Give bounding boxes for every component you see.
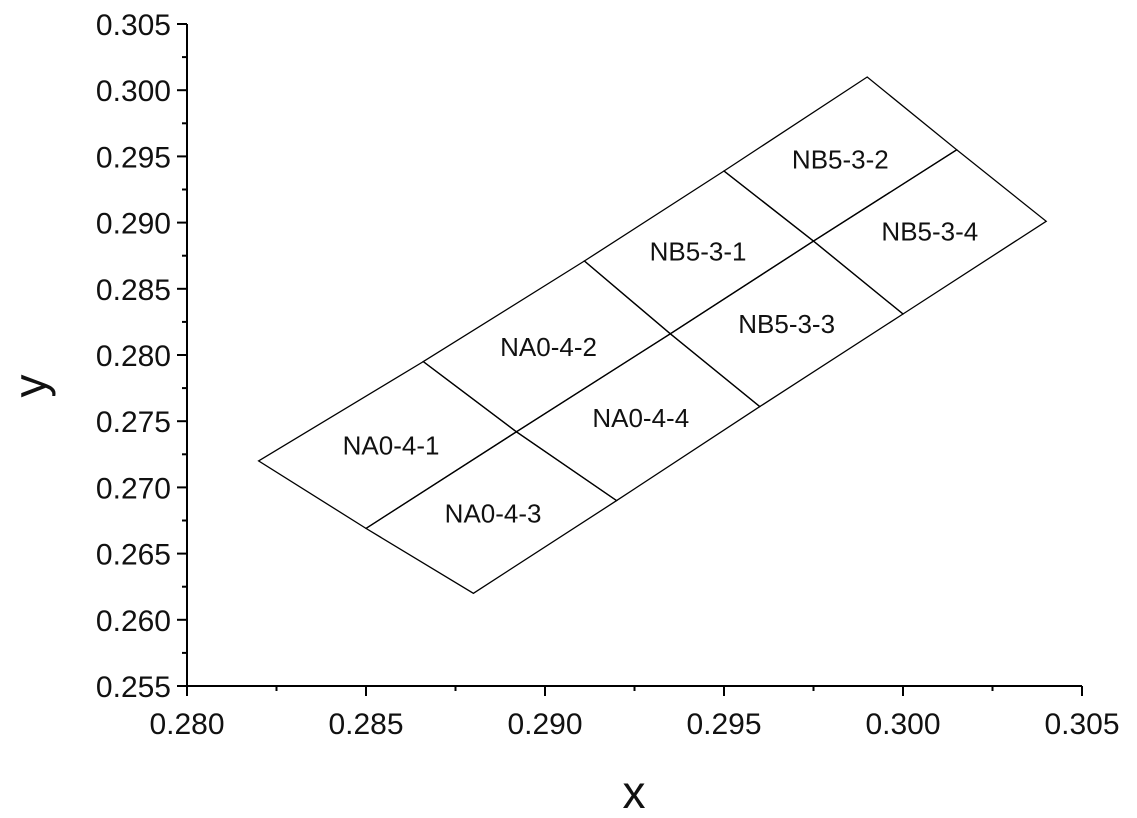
x-ticks: 0.280 0.285 0.290 0.295 0.300 0.305 [149,686,1120,741]
y-tick-label: 0.290 [96,208,171,241]
y-axis-title: y [4,375,56,398]
x-tick-label: 0.295 [686,708,761,741]
x-axis-title: x [623,766,646,818]
x-tick-label: 0.290 [507,708,582,741]
y-tick-label: 0.265 [96,539,171,572]
bin-label: NA0-4-4 [592,403,689,433]
y-tick-label: 0.295 [96,141,171,174]
bin-label: NB5-3-4 [881,217,978,247]
x-tick-label: 0.280 [149,708,224,741]
bin-label: NB5-3-3 [738,309,835,339]
bin-nb5-3-4 [812,149,1048,315]
axes [186,24,1082,687]
y-tick-label: 0.305 [96,9,171,42]
bin-label: NB5-3-1 [650,237,747,267]
bin-label: NB5-3-2 [792,145,889,175]
bin-label: NA0-4-3 [445,499,542,529]
y-tick-label: 0.300 [96,75,171,108]
y-tick-label: 0.260 [96,605,171,638]
x-tick-label: 0.305 [1044,708,1119,741]
y-tick-label: 0.255 [96,671,171,704]
y-ticks: 0.255 0.260 0.265 0.270 0.275 0.280 0.285 0.290… [96,9,187,704]
x-tick-label: 0.300 [865,708,940,741]
y-tick-label: 0.285 [96,274,171,307]
bin-label: NA0-4-1 [343,431,440,461]
bin-label: NA0-4-2 [500,332,597,362]
y-tick-label: 0.275 [96,406,171,439]
x-tick-label: 0.285 [328,708,403,741]
y-tick-label: 0.270 [96,472,171,505]
plot-area: NA0-4-1 NA0-4-2 NA0-4-3 NA0-4-4 NB5-3-1 NB5-3… [257,76,1048,595]
y-tick-label: 0.280 [96,340,171,373]
